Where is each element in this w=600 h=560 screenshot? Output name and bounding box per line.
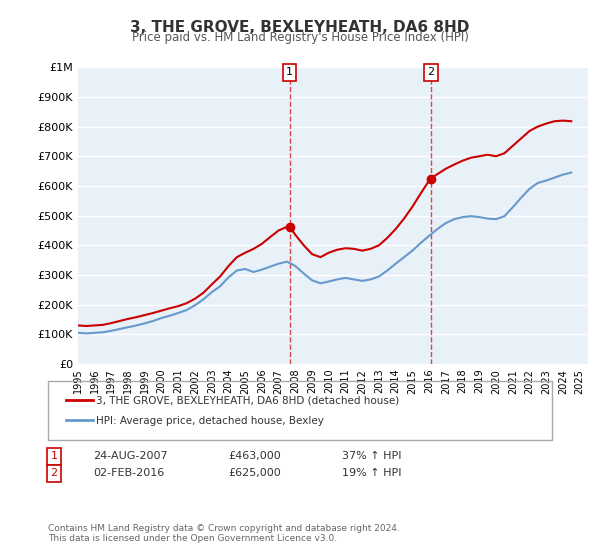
Text: Price paid vs. HM Land Registry's House Price Index (HPI): Price paid vs. HM Land Registry's House …: [131, 31, 469, 44]
Text: £625,000: £625,000: [228, 468, 281, 478]
Text: 2: 2: [427, 67, 434, 77]
Text: 2: 2: [50, 468, 58, 478]
Text: 1: 1: [50, 451, 58, 461]
Text: HPI: Average price, detached house, Bexley: HPI: Average price, detached house, Bexl…: [96, 416, 324, 426]
Text: Contains HM Land Registry data © Crown copyright and database right 2024.
This d: Contains HM Land Registry data © Crown c…: [48, 524, 400, 543]
Text: 3, THE GROVE, BEXLEYHEATH, DA6 8HD: 3, THE GROVE, BEXLEYHEATH, DA6 8HD: [130, 20, 470, 35]
Text: 24-AUG-2007: 24-AUG-2007: [93, 451, 167, 461]
Text: 19% ↑ HPI: 19% ↑ HPI: [342, 468, 401, 478]
Text: 02-FEB-2016: 02-FEB-2016: [93, 468, 164, 478]
Text: 37% ↑ HPI: 37% ↑ HPI: [342, 451, 401, 461]
Text: 3, THE GROVE, BEXLEYHEATH, DA6 8HD (detached house): 3, THE GROVE, BEXLEYHEATH, DA6 8HD (deta…: [96, 396, 399, 406]
Text: £463,000: £463,000: [228, 451, 281, 461]
Text: 1: 1: [286, 67, 293, 77]
